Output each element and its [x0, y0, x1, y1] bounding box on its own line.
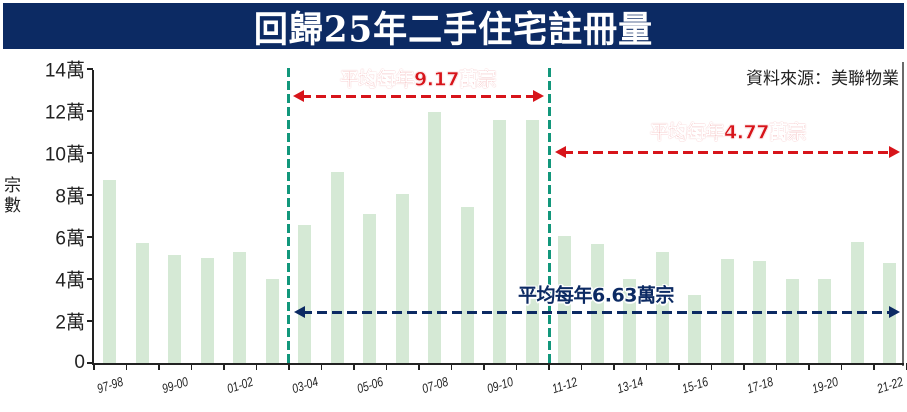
- x-tick: [385, 363, 387, 370]
- x-tick-label: 09-10: [485, 373, 515, 397]
- bar-05-06: [363, 214, 376, 363]
- source-note: 資料來源：美聯物業: [746, 69, 899, 89]
- x-tick: [840, 363, 842, 370]
- x-tick-label: 17-18: [745, 373, 775, 397]
- bar-07-08: [428, 112, 441, 363]
- y-tick-label: 6萬: [55, 228, 85, 250]
- x-tick: [678, 363, 680, 370]
- bar-97-98: [103, 180, 116, 363]
- x-tick: [515, 363, 517, 370]
- x-tick-label: 07-08: [420, 373, 450, 397]
- bar-15-16: [688, 295, 701, 363]
- x-tick-label: 03-04: [290, 373, 320, 397]
- x-axis: [92, 363, 904, 365]
- x-tick-label: 97-98: [95, 373, 125, 397]
- arrow-right-icon: [889, 306, 900, 318]
- x-tick: [483, 363, 485, 370]
- y-tick-label: 14萬: [44, 60, 85, 82]
- x-tick: [548, 363, 550, 370]
- chart-right-border: [902, 62, 904, 366]
- y-axis-label: 宗數: [4, 176, 21, 216]
- period-divider-2011: [548, 68, 551, 363]
- period1-double-arrow: [293, 90, 544, 102]
- x-tick: [743, 363, 745, 370]
- x-tick: [353, 363, 355, 370]
- bar-08-09: [460, 206, 474, 363]
- x-tick: [320, 363, 322, 370]
- x-tick: [223, 363, 225, 370]
- y-tick-label: 2萬: [55, 312, 85, 334]
- bar-11-12: [558, 235, 571, 363]
- x-tick: [808, 363, 810, 370]
- bar-02-03: [265, 279, 279, 363]
- x-tick: [418, 363, 420, 370]
- bar-99-00: [168, 255, 181, 363]
- period2-double-arrow: [555, 146, 900, 158]
- period1-average-label: 平均每年9.17萬宗: [340, 68, 497, 91]
- bar-01-02: [233, 251, 246, 363]
- x-tick: [93, 363, 95, 370]
- y-tick: [87, 68, 93, 70]
- y-tick-label: 8萬: [55, 186, 85, 208]
- arrow-left-icon: [294, 306, 305, 318]
- x-tick-label: 01-02: [225, 373, 255, 397]
- bar-18-19: [785, 279, 799, 363]
- bar-10-11: [525, 120, 539, 363]
- x-tick-label: 15-16: [680, 373, 710, 397]
- x-tick-label: 05-06: [355, 373, 385, 397]
- y-tick-label: 4萬: [55, 270, 85, 292]
- bar-04-05: [330, 171, 344, 363]
- y-tick-label: 12萬: [44, 102, 85, 124]
- bar-14-15: [655, 251, 669, 363]
- x-tick-label: 13-14: [615, 373, 645, 397]
- bar-12-13: [590, 244, 604, 363]
- x-tick: [255, 363, 257, 370]
- y-tick: [87, 362, 93, 364]
- period2-average-label: 平均每年4.77萬宗: [650, 121, 807, 144]
- bar-98-99: [135, 243, 149, 363]
- bar-09-10: [493, 120, 506, 363]
- x-tick-label: 99-00: [160, 373, 190, 397]
- x-tick: [580, 363, 582, 370]
- bar-19-20: [818, 279, 831, 363]
- period-divider-2003: [287, 68, 290, 363]
- x-tick: [775, 363, 777, 370]
- x-tick: [905, 363, 907, 370]
- x-tick: [613, 363, 615, 370]
- x-tick: [873, 363, 875, 370]
- x-tick: [645, 363, 647, 370]
- y-tick: [87, 320, 93, 322]
- arrow-left-icon: [555, 146, 566, 158]
- x-tick: [125, 363, 127, 370]
- bar-06-07: [395, 194, 409, 363]
- y-axis: [92, 70, 94, 363]
- x-tick: [190, 363, 192, 370]
- bar-20-21: [850, 241, 864, 363]
- bar-13-14: [623, 279, 636, 363]
- y-tick: [87, 110, 93, 112]
- x-tick: [450, 363, 452, 370]
- title-bar: 回歸25年二手住宅註冊量: [3, 3, 904, 51]
- y-tick: [87, 194, 93, 196]
- y-tick: [87, 278, 93, 280]
- y-tick-label: 10萬: [44, 144, 85, 166]
- y-tick-label: 0: [74, 352, 85, 373]
- x-tick: [288, 363, 290, 370]
- y-tick: [87, 152, 93, 154]
- arrow-left-icon: [293, 90, 304, 102]
- overall-double-arrow: [294, 306, 900, 318]
- y-tick: [87, 236, 93, 238]
- x-tick-label: 11-12: [550, 374, 580, 397]
- arrow-right-icon: [889, 146, 900, 158]
- arrow-right-icon: [533, 90, 544, 102]
- x-tick-label: 19-20: [810, 373, 840, 397]
- overall-average-label: 平均每年6.63萬宗: [518, 284, 674, 307]
- chart-title: 回歸25年二手住宅註冊量: [253, 8, 654, 51]
- x-tick: [710, 363, 712, 370]
- x-tick-label: 21-22: [875, 373, 905, 397]
- bar-03-04: [298, 225, 311, 363]
- x-tick: [158, 363, 160, 370]
- bar-00-01: [200, 257, 214, 363]
